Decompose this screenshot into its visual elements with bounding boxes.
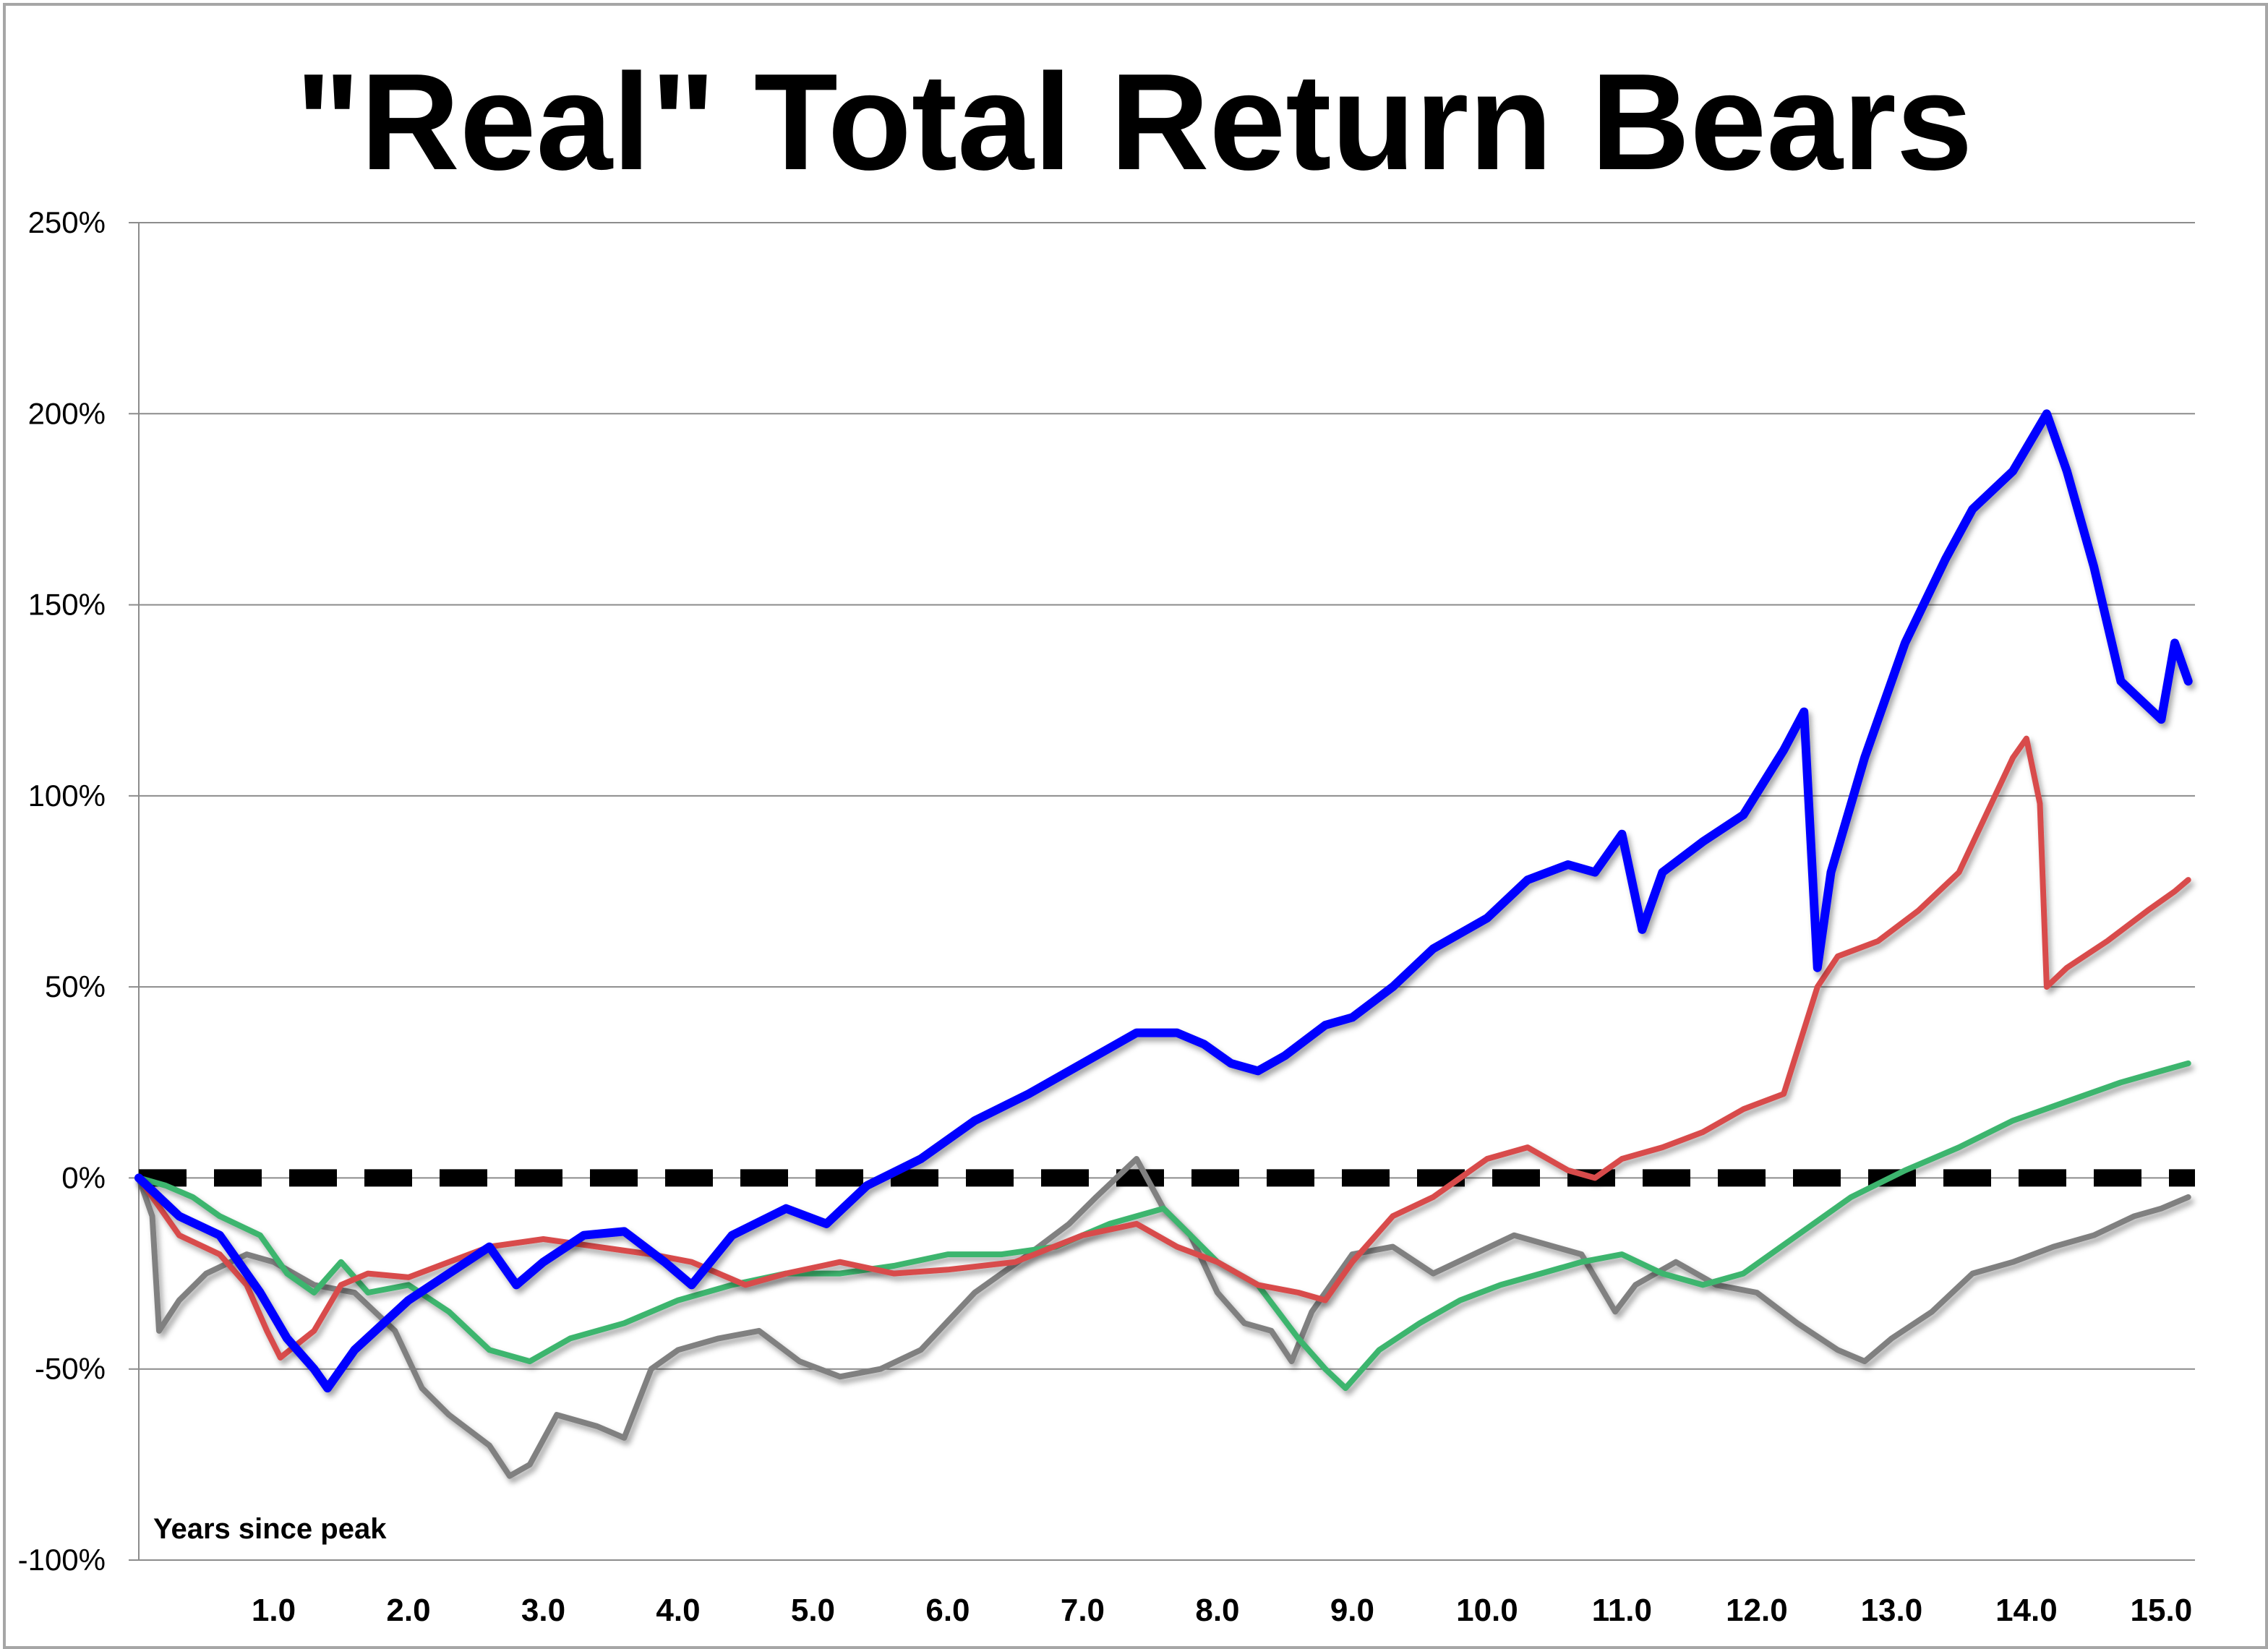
- x-tick-label: 4.0: [656, 1593, 700, 1628]
- series-line: [136, 735, 2191, 1361]
- y-tick-label: 50%: [45, 969, 106, 1003]
- x-tick-label: 9.0: [1330, 1593, 1374, 1628]
- chart-frame: [3, 3, 2268, 1649]
- y-tick-label: 200%: [28, 396, 106, 430]
- x-tick-label: 13.0: [1861, 1593, 1923, 1628]
- y-tick-label: -50%: [35, 1352, 106, 1386]
- x-tick-label: 8.0: [1195, 1593, 1239, 1628]
- x-tick-label: 2.0: [386, 1593, 430, 1628]
- x-tick-label: 7.0: [1061, 1593, 1105, 1628]
- y-tick-label: 250%: [28, 205, 106, 239]
- y-tick-label: -100%: [18, 1543, 106, 1577]
- series-lines: [134, 409, 2193, 1479]
- x-axis-ticks: 1.0 2.0 3.0 4.0 5.0 6.0 7.0 8.0 9.0 10.0 11.0 12.0 1…: [252, 1593, 2192, 1628]
- x-tick-label: 10.0: [1456, 1593, 1518, 1628]
- x-tick-label: 6.0: [925, 1593, 970, 1628]
- x-tick-label: 14.0: [1995, 1593, 2058, 1628]
- x-tick-label: 15.0: [2131, 1593, 2193, 1628]
- y-axis-ticks: -100% -50% 0% 50% 100% 150% 200% 250%: [18, 205, 106, 1577]
- x-tick-label: 1.0: [252, 1593, 296, 1628]
- gridlines: [129, 222, 2195, 1561]
- chart-title: "Real" Total Return Bears: [295, 46, 1973, 199]
- y-tick-label: 0%: [61, 1160, 106, 1194]
- x-tick-label: 5.0: [791, 1593, 835, 1628]
- x-tick-label: 11.0: [1592, 1593, 1652, 1628]
- series-line: [134, 409, 2193, 1393]
- x-axis-label: Years since peak: [153, 1513, 387, 1545]
- x-tick-label: 3.0: [521, 1593, 565, 1628]
- x-tick-label: 12.0: [1726, 1593, 1788, 1628]
- series-line: [136, 1060, 2191, 1392]
- y-tick-label: 100%: [28, 779, 106, 813]
- y-tick-label: 150%: [28, 588, 106, 622]
- series-line: [136, 1156, 2191, 1479]
